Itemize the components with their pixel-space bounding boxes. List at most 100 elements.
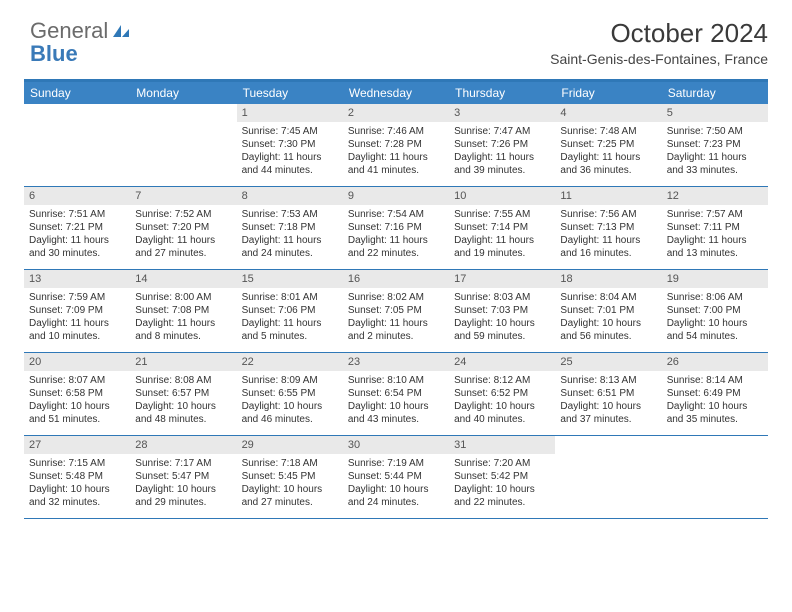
day-sunrise: Sunrise: 7:17 AM xyxy=(135,457,231,470)
day-sunrise: Sunrise: 7:54 AM xyxy=(348,208,444,221)
day-sunrise: Sunrise: 7:51 AM xyxy=(29,208,125,221)
day-day2: and 24 minutes. xyxy=(242,247,338,260)
day-number: 18 xyxy=(555,270,661,288)
day-day2: and 13 minutes. xyxy=(667,247,763,260)
day-cell: 31Sunrise: 7:20 AMSunset: 5:42 PMDayligh… xyxy=(449,436,555,518)
day-day2: and 22 minutes. xyxy=(348,247,444,260)
day-day1: Daylight: 11 hours xyxy=(560,234,656,247)
day-day1: Daylight: 10 hours xyxy=(560,400,656,413)
day-body: Sunrise: 7:19 AMSunset: 5:44 PMDaylight:… xyxy=(343,454,449,513)
day-body: Sunrise: 7:50 AMSunset: 7:23 PMDaylight:… xyxy=(662,122,768,181)
day-sunrise: Sunrise: 7:19 AM xyxy=(348,457,444,470)
day-number: 10 xyxy=(449,187,555,205)
day-day1: Daylight: 10 hours xyxy=(29,400,125,413)
day-sunset: Sunset: 6:52 PM xyxy=(454,387,550,400)
day-sunrise: Sunrise: 7:56 AM xyxy=(560,208,656,221)
day-day2: and 30 minutes. xyxy=(29,247,125,260)
day-sunset: Sunset: 7:09 PM xyxy=(29,304,125,317)
week-row: 1Sunrise: 7:45 AMSunset: 7:30 PMDaylight… xyxy=(24,104,768,187)
day-day2: and 39 minutes. xyxy=(454,164,550,177)
day-day1: Daylight: 11 hours xyxy=(348,317,444,330)
day-day2: and 36 minutes. xyxy=(560,164,656,177)
day-sunrise: Sunrise: 8:14 AM xyxy=(667,374,763,387)
day-number xyxy=(24,104,130,122)
logo-part2: Blue xyxy=(30,41,78,67)
calendar: SundayMondayTuesdayWednesdayThursdayFrid… xyxy=(24,79,768,519)
day-body: Sunrise: 7:20 AMSunset: 5:42 PMDaylight:… xyxy=(449,454,555,513)
day-number: 6 xyxy=(24,187,130,205)
day-day1: Daylight: 10 hours xyxy=(454,400,550,413)
day-cell xyxy=(555,436,661,518)
day-sunrise: Sunrise: 8:01 AM xyxy=(242,291,338,304)
day-sunrise: Sunrise: 8:12 AM xyxy=(454,374,550,387)
day-sunrise: Sunrise: 7:15 AM xyxy=(29,457,125,470)
day-cell xyxy=(24,104,130,186)
day-number xyxy=(555,436,661,454)
day-number: 19 xyxy=(662,270,768,288)
day-day2: and 32 minutes. xyxy=(29,496,125,509)
day-body: Sunrise: 8:01 AMSunset: 7:06 PMDaylight:… xyxy=(237,288,343,347)
day-day1: Daylight: 10 hours xyxy=(667,317,763,330)
day-number: 20 xyxy=(24,353,130,371)
day-body: Sunrise: 8:00 AMSunset: 7:08 PMDaylight:… xyxy=(130,288,236,347)
week-row: 27Sunrise: 7:15 AMSunset: 5:48 PMDayligh… xyxy=(24,436,768,519)
day-sunrise: Sunrise: 8:00 AM xyxy=(135,291,231,304)
week-row: 20Sunrise: 8:07 AMSunset: 6:58 PMDayligh… xyxy=(24,353,768,436)
weekday-row: SundayMondayTuesdayWednesdayThursdayFrid… xyxy=(24,82,768,104)
day-day1: Daylight: 11 hours xyxy=(348,234,444,247)
day-day1: Daylight: 11 hours xyxy=(29,317,125,330)
day-sunrise: Sunrise: 7:55 AM xyxy=(454,208,550,221)
day-cell: 18Sunrise: 8:04 AMSunset: 7:01 PMDayligh… xyxy=(555,270,661,352)
day-cell: 14Sunrise: 8:00 AMSunset: 7:08 PMDayligh… xyxy=(130,270,236,352)
day-cell: 9 Sunrise: 7:54 AMSunset: 7:16 PMDaylight… xyxy=(343,187,449,269)
day-number: 9 xyxy=(343,187,449,205)
day-cell: 13Sunrise: 7:59 AMSunset: 7:09 PMDayligh… xyxy=(24,270,130,352)
day-number: 15 xyxy=(237,270,343,288)
day-sunset: Sunset: 6:55 PM xyxy=(242,387,338,400)
logo-sail-icon xyxy=(112,18,130,44)
day-body: Sunrise: 7:57 AMSunset: 7:11 PMDaylight:… xyxy=(662,205,768,264)
day-day1: Daylight: 10 hours xyxy=(242,400,338,413)
day-sunrise: Sunrise: 7:18 AM xyxy=(242,457,338,470)
day-day1: Daylight: 11 hours xyxy=(560,151,656,164)
title-block: October 2024 Saint-Genis-des-Fontaines, … xyxy=(550,18,768,67)
day-cell: 17Sunrise: 8:03 AMSunset: 7:03 PMDayligh… xyxy=(449,270,555,352)
day-day1: Daylight: 10 hours xyxy=(135,400,231,413)
day-sunset: Sunset: 7:03 PM xyxy=(454,304,550,317)
day-body: Sunrise: 7:48 AMSunset: 7:25 PMDaylight:… xyxy=(555,122,661,181)
day-body: Sunrise: 7:55 AMSunset: 7:14 PMDaylight:… xyxy=(449,205,555,264)
day-day1: Daylight: 11 hours xyxy=(454,234,550,247)
day-sunrise: Sunrise: 7:47 AM xyxy=(454,125,550,138)
day-body: Sunrise: 7:18 AMSunset: 5:45 PMDaylight:… xyxy=(237,454,343,513)
day-sunset: Sunset: 7:13 PM xyxy=(560,221,656,234)
day-number: 21 xyxy=(130,353,236,371)
day-body: Sunrise: 8:02 AMSunset: 7:05 PMDaylight:… xyxy=(343,288,449,347)
day-body: Sunrise: 8:14 AMSunset: 6:49 PMDaylight:… xyxy=(662,371,768,430)
day-day2: and 43 minutes. xyxy=(348,413,444,426)
week-row: 13Sunrise: 7:59 AMSunset: 7:09 PMDayligh… xyxy=(24,270,768,353)
day-number: 4 xyxy=(555,104,661,122)
weekday-header: Thursday xyxy=(449,82,555,104)
day-sunset: Sunset: 7:11 PM xyxy=(667,221,763,234)
weekday-header: Friday xyxy=(555,82,661,104)
day-cell: 24Sunrise: 8:12 AMSunset: 6:52 PMDayligh… xyxy=(449,353,555,435)
day-body: Sunrise: 8:10 AMSunset: 6:54 PMDaylight:… xyxy=(343,371,449,430)
day-sunrise: Sunrise: 7:50 AM xyxy=(667,125,763,138)
day-number: 31 xyxy=(449,436,555,454)
day-day1: Daylight: 11 hours xyxy=(242,151,338,164)
day-day2: and 48 minutes. xyxy=(135,413,231,426)
day-day1: Daylight: 10 hours xyxy=(454,317,550,330)
day-cell: 2Sunrise: 7:46 AMSunset: 7:28 PMDaylight… xyxy=(343,104,449,186)
day-sunset: Sunset: 7:16 PM xyxy=(348,221,444,234)
day-body: Sunrise: 7:51 AMSunset: 7:21 PMDaylight:… xyxy=(24,205,130,264)
day-cell: 19Sunrise: 8:06 AMSunset: 7:00 PMDayligh… xyxy=(662,270,768,352)
day-day2: and 8 minutes. xyxy=(135,330,231,343)
day-sunset: Sunset: 5:44 PM xyxy=(348,470,444,483)
weekday-header: Sunday xyxy=(24,82,130,104)
day-body: Sunrise: 7:46 AMSunset: 7:28 PMDaylight:… xyxy=(343,122,449,181)
day-body: Sunrise: 7:52 AMSunset: 7:20 PMDaylight:… xyxy=(130,205,236,264)
day-body: Sunrise: 8:12 AMSunset: 6:52 PMDaylight:… xyxy=(449,371,555,430)
day-day1: Daylight: 11 hours xyxy=(242,317,338,330)
day-body: Sunrise: 8:03 AMSunset: 7:03 PMDaylight:… xyxy=(449,288,555,347)
day-body: Sunrise: 8:06 AMSunset: 7:00 PMDaylight:… xyxy=(662,288,768,347)
